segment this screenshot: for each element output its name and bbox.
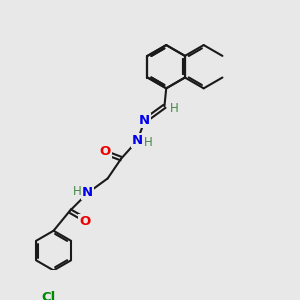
Text: H: H — [170, 102, 179, 115]
Text: O: O — [80, 215, 91, 228]
Text: N: N — [82, 186, 93, 200]
Text: Cl: Cl — [41, 291, 55, 300]
Text: O: O — [99, 145, 111, 158]
Text: H: H — [144, 136, 153, 149]
Text: N: N — [132, 134, 143, 147]
Text: H: H — [73, 184, 81, 198]
Text: N: N — [139, 114, 150, 127]
